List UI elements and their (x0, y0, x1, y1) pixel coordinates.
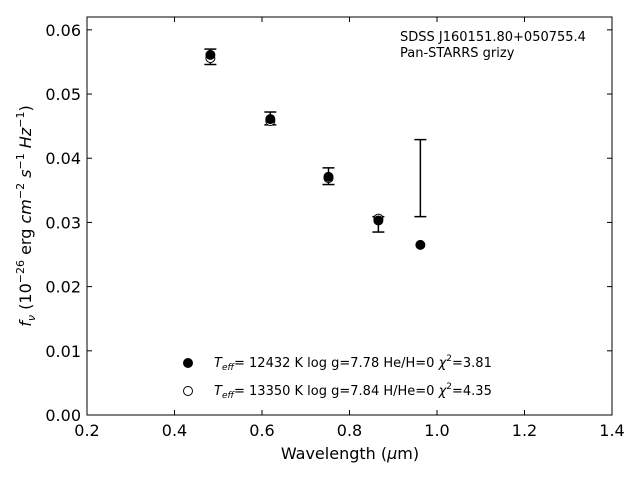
y-axis-label: fν (10−26 erg cm−2 s−1 Hz−1) (14, 105, 38, 326)
y-tick-label: 0.00 (45, 406, 81, 425)
y-tick-label: 0.02 (45, 278, 81, 297)
ticks-layer: 0.2 0.4 0.6 0.8 1.0 1.2 1.4 0.00 0.01 0.02 0.03 0.0… (45, 17, 625, 440)
annotation-line-1: SDSS J160151.80+050755.4 (400, 30, 586, 45)
x-tick-label: 1.4 (599, 421, 624, 440)
x-tick-label: 1.2 (512, 421, 537, 440)
annotation-line-2: Pan-STARRS grizy (400, 46, 515, 61)
x-tick-label: 0.8 (337, 421, 362, 440)
x-tick-label: 0.2 (74, 421, 99, 440)
y-tick-label: 0.05 (45, 85, 81, 104)
y-tick-label: 0.03 (45, 213, 81, 232)
y-tick-label: 0.04 (45, 149, 81, 168)
errorbar (414, 138, 427, 218)
markers-layer (205, 49, 426, 250)
y-tick-label: 0.01 (45, 342, 81, 361)
x-tick-label: 0.6 (249, 421, 274, 440)
model-point-filled (373, 215, 384, 226)
y-tick-label: 0.06 (45, 21, 81, 40)
x-tick-label: 1.0 (424, 421, 449, 440)
legend: Teff= 12432 K log g=7.78 He/H=0 χ2=3.81 … (183, 354, 492, 401)
plot-area (86, 16, 613, 416)
legend-marker-filled (183, 358, 193, 368)
model-point-filled (415, 239, 426, 250)
x-tick-label: 0.4 (162, 421, 187, 440)
legend-entry-2: Teff= 13350 K log g=7.84 H/He=0 χ2=4.35 (214, 382, 492, 401)
legend-entry-1: Teff= 12432 K log g=7.78 He/H=0 χ2=3.81 (214, 354, 492, 373)
model-point-filled (323, 171, 334, 182)
model-point-filled (265, 114, 276, 125)
x-axis-label: Wavelength (μm) (281, 444, 419, 463)
model-point-filled (205, 49, 216, 60)
legend-marker-open (183, 386, 193, 396)
